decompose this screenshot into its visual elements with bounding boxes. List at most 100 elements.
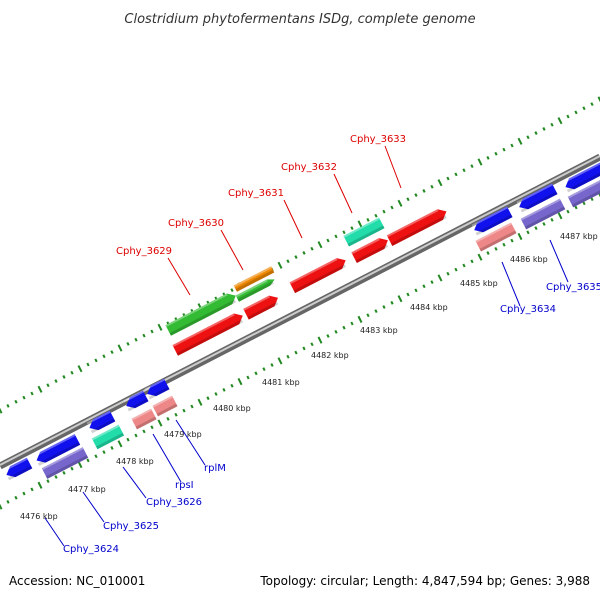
feature-cphy-3629-body xyxy=(165,293,236,336)
feature-cphy-3631-body xyxy=(289,258,346,294)
feature-cds-fwd-2-highlight xyxy=(243,295,270,311)
tick-mark xyxy=(117,440,123,448)
feature-rev-1-body xyxy=(6,457,33,478)
kbp-label: 4483 kbp xyxy=(360,326,398,335)
tick-mark xyxy=(0,407,3,414)
tick-mark xyxy=(22,491,26,496)
tick-mark xyxy=(542,127,546,131)
gene-label-cphy-3626[interactable]: Cphy_3626 xyxy=(146,497,202,508)
tick-mark xyxy=(350,321,354,326)
kbp-label: 4486 kbp xyxy=(510,255,548,264)
tick-mark xyxy=(117,344,123,352)
tick-mark xyxy=(390,205,394,210)
feature-cphy-3631-highlight xyxy=(289,258,338,285)
feature-rev-5 xyxy=(516,183,558,213)
tick-mark xyxy=(414,288,418,293)
feature-cphy-3632-highlight xyxy=(351,238,380,255)
tick-mark xyxy=(94,358,98,363)
feature-cds-fwd-1 xyxy=(172,313,244,356)
tick-mark xyxy=(277,357,283,365)
tick-mark xyxy=(374,213,378,218)
feature-cphy-3632-trna-body xyxy=(343,217,385,247)
feature-rev-2-body xyxy=(126,390,149,409)
feature-cds-fwd-1-body xyxy=(172,313,243,356)
feature-pseudo-rev-2-body xyxy=(567,176,600,208)
feature-track xyxy=(3,161,600,481)
feature-rev-6 xyxy=(562,161,600,193)
tick-mark xyxy=(470,164,474,169)
tick-mark xyxy=(110,350,114,355)
feature-cds-fwd-2-shade xyxy=(247,301,279,320)
feature-cds-fwd-2-body xyxy=(243,295,279,320)
gene-label-cphy-3634[interactable]: Cphy_3634 xyxy=(500,304,556,315)
gene-label-cphy-3625[interactable]: Cphy_3625 xyxy=(103,521,159,532)
gene-label-rplm[interactable]: rplM xyxy=(204,463,226,474)
feature-rev-1-highlight xyxy=(3,457,28,472)
tick-mark xyxy=(142,333,146,338)
tick-mark xyxy=(102,354,106,359)
feature-cphy-3624-shade xyxy=(37,442,81,466)
feature-cphy-3625-body xyxy=(89,410,116,431)
feature-cphy-3624-highlight xyxy=(33,434,76,457)
tick-mark xyxy=(382,209,386,214)
feature-rev-3-highlight xyxy=(144,378,165,391)
kbp-scale-labels: 4476 kbp 4477 kbp 4478 kbp 4479 kbp 4480… xyxy=(20,232,598,521)
tick-mark xyxy=(574,110,578,115)
tick-mark xyxy=(406,197,410,202)
map-title: Clostridium phytofermentans ISDg, comple… xyxy=(124,12,475,27)
feature-rev-5-shade xyxy=(520,191,558,213)
gene-label-cphy-3624[interactable]: Cphy_3624 xyxy=(63,544,119,555)
tick-mark xyxy=(206,396,210,401)
tick-mark xyxy=(350,226,354,231)
gene-label-cphy-3635[interactable]: Cphy_3635 xyxy=(546,282,600,293)
tick-mark xyxy=(550,122,554,127)
tick-mark xyxy=(557,212,563,220)
gene-label-cphy-3633[interactable]: Cphy_3633 xyxy=(350,134,406,145)
leader-cphy-3625 xyxy=(82,491,105,523)
tick-mark xyxy=(534,131,538,135)
gene-label-cphy-3631[interactable]: Cphy_3631 xyxy=(228,188,284,199)
feature-rev-2-highlight xyxy=(123,390,144,403)
tick-mark xyxy=(430,184,434,189)
tick-mark xyxy=(190,404,194,409)
gene-label-cphy-3629[interactable]: Cphy_3629 xyxy=(116,246,172,257)
tick-mark xyxy=(94,454,98,459)
feature-cphy-3635-shade xyxy=(524,206,566,230)
tick-mark xyxy=(597,96,600,103)
tick-mark xyxy=(326,238,330,243)
feature-cphy-3632-shade xyxy=(355,244,389,264)
feature-rev-3 xyxy=(144,378,170,400)
tick-mark xyxy=(317,336,323,344)
tick-mark xyxy=(557,117,563,125)
feature-cds-fwd-2 xyxy=(243,295,279,320)
feature-cphy-3624 xyxy=(33,434,81,466)
feature-rev-2 xyxy=(123,390,149,412)
feature-cphy-3625 xyxy=(86,410,116,434)
tick-mark xyxy=(230,288,234,293)
tick-mark xyxy=(590,102,594,107)
gene-label-cphy-3632[interactable]: Cphy_3632 xyxy=(281,162,337,173)
feature-cphy-3632-trna-highlight xyxy=(343,217,380,238)
tick-mark xyxy=(246,375,250,380)
feature-cphy-3624-body xyxy=(36,434,81,463)
tick-mark xyxy=(317,241,323,249)
tick-mark xyxy=(54,475,58,479)
feature-cphy-3630-b-shade xyxy=(237,281,274,302)
forward-gene-labels: Cphy_3629 Cphy_3630 Cphy_3631 Cphy_3632 … xyxy=(116,134,406,257)
tick-mark xyxy=(357,315,363,323)
tick-mark xyxy=(22,395,26,400)
kbp-label: 4478 kbp xyxy=(116,457,154,466)
feature-cphy-3633-shade xyxy=(390,215,447,246)
feature-cphy-3634-highlight xyxy=(475,222,512,243)
kbp-label: 4476 kbp xyxy=(20,512,58,521)
tick-mark xyxy=(582,106,586,111)
tick-mark xyxy=(157,323,163,331)
tick-mark xyxy=(574,205,578,210)
tick-mark xyxy=(6,499,10,504)
gene-label-cphy-3630[interactable]: Cphy_3630 xyxy=(168,218,224,229)
gene-label-rpsi[interactable]: rpsI xyxy=(175,480,194,491)
tick-mark xyxy=(62,375,66,379)
feature-pseudo-rev-2-highlight xyxy=(567,176,600,199)
tick-mark xyxy=(270,363,274,367)
feature-cphy-3632-body xyxy=(351,238,388,264)
